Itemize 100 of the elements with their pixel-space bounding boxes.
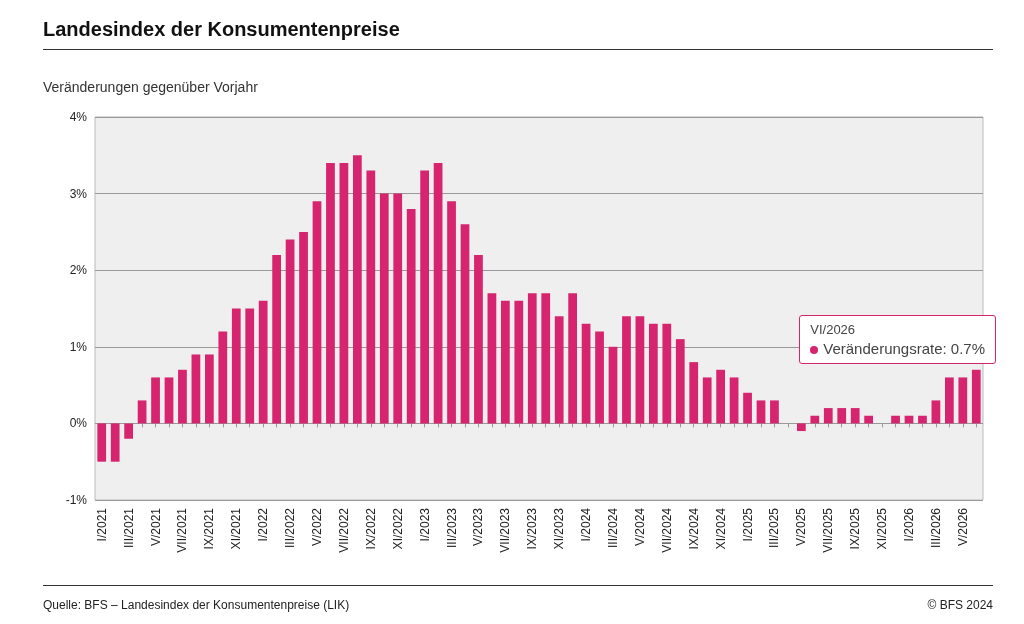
x-tick-label: V/2026	[955, 507, 970, 547]
y-tick-label: 1%	[69, 339, 88, 354]
y-tick-label: 2%	[69, 263, 88, 278]
x-tick-label: IX/2021	[202, 507, 217, 550]
bar	[675, 339, 685, 424]
x-tick-label: VII/2022	[336, 507, 351, 553]
bar	[568, 293, 578, 424]
bar	[810, 415, 820, 424]
bar	[406, 208, 416, 424]
bar	[554, 316, 564, 424]
bar	[258, 300, 268, 424]
x-tick-label: III/2026	[928, 507, 943, 549]
bar	[433, 162, 443, 424]
x-tick-label: III/2023	[444, 507, 459, 549]
bar	[648, 323, 658, 424]
bar	[487, 293, 497, 424]
bar	[339, 162, 349, 424]
bar	[151, 377, 160, 424]
bar	[514, 300, 524, 424]
bar	[393, 193, 403, 424]
bar	[527, 293, 537, 424]
x-tick-label: XI/2025	[875, 507, 890, 550]
text: © BFS 2024	[927, 598, 993, 612]
x-tick-label: III/2025	[767, 507, 782, 549]
annotation: VI/2026	[810, 321, 857, 337]
bar	[299, 231, 308, 424]
source-note: Quelle: BFS – Landesindex der Konsumentenpreise (LIK)	[43, 598, 350, 612]
x-tick-label: III/2024	[606, 507, 620, 549]
bar	[245, 308, 255, 424]
x-tick-label: V/2025	[794, 507, 809, 547]
bar	[837, 408, 847, 424]
bar	[850, 408, 860, 424]
x-tick-label: I/2026	[902, 507, 916, 542]
y-tick-label: 0%	[69, 416, 88, 431]
bar	[823, 408, 833, 424]
bar	[312, 201, 322, 424]
bar	[218, 331, 228, 424]
bar	[137, 400, 147, 424]
bar	[662, 323, 672, 424]
chart-subtitle: Veränderungen gegenüber Vorjahr	[43, 79, 258, 95]
x-tick-label: III/2022	[283, 507, 298, 549]
bar	[796, 423, 806, 432]
bar	[595, 331, 604, 424]
bar	[702, 377, 712, 424]
bar	[743, 392, 752, 424]
x-tick-label: V/2023	[471, 507, 486, 547]
bar	[541, 293, 551, 424]
bar	[178, 369, 187, 424]
bar	[891, 415, 900, 424]
bar	[164, 377, 174, 424]
x-tick-label: XI/2022	[390, 507, 405, 550]
bar	[729, 377, 739, 424]
x-tick-label: IX/2024	[686, 507, 701, 550]
chart-title: Landesindex der Konsumentenpreise	[43, 18, 993, 50]
bar	[366, 170, 376, 424]
x-tick-label: I/2022	[256, 507, 271, 542]
x-tick-label: I/2021	[94, 507, 109, 542]
x-tick-label: I/2024	[579, 507, 594, 542]
bar	[608, 346, 618, 424]
x-tick-label: XI/2021	[229, 507, 244, 550]
bar	[272, 254, 282, 424]
x-tick-label: VII/2024	[659, 507, 674, 553]
x-tick-label: V/2024	[632, 507, 647, 547]
bar	[124, 423, 134, 439]
bar	[770, 400, 779, 424]
x-tick-label: VII/2025	[821, 507, 836, 553]
bar	[581, 323, 591, 424]
bar	[958, 377, 968, 424]
bar	[635, 316, 645, 424]
bar	[204, 354, 214, 424]
bar	[420, 170, 430, 424]
bar	[918, 415, 927, 424]
y-tick-label: -1%	[65, 493, 88, 507]
x-tick-label: IX/2022	[363, 507, 378, 550]
x-tick-label: III/2021	[121, 507, 136, 549]
bar	[971, 369, 981, 424]
bar	[97, 423, 107, 462]
bar	[944, 377, 954, 424]
bar	[326, 162, 335, 424]
bar	[474, 254, 483, 424]
bar	[352, 155, 362, 424]
bar	[622, 316, 631, 424]
bar	[500, 300, 510, 424]
x-tick-label: XI/2023	[552, 507, 567, 550]
y-tick-label: 3%	[69, 186, 88, 201]
bar	[379, 193, 389, 424]
x-tick-label: V/2021	[148, 507, 163, 547]
x-tick-label: V/2022	[310, 507, 324, 547]
bar	[756, 400, 766, 424]
bar	[864, 415, 874, 424]
x-tick-label: I/2023	[417, 507, 432, 542]
x-tick-label: IX/2025	[848, 507, 863, 550]
x-tick-label: VII/2021	[175, 507, 190, 553]
bar	[191, 354, 201, 424]
bar	[689, 362, 699, 424]
bar	[285, 239, 295, 424]
x-tick-label: I/2025	[740, 507, 755, 542]
x-tick-label: VII/2023	[498, 507, 513, 553]
x-tick-label: IX/2023	[525, 507, 540, 550]
bar	[931, 400, 941, 424]
